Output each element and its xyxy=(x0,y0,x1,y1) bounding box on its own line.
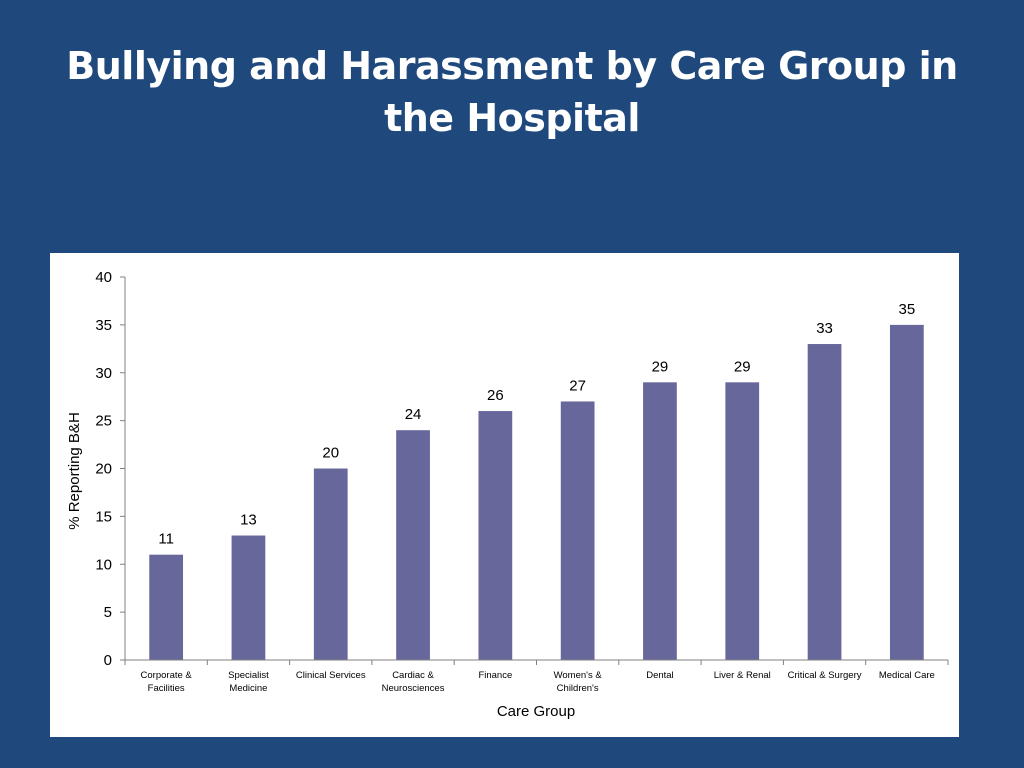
bar-value-label: 24 xyxy=(405,406,422,423)
bar xyxy=(149,554,184,660)
category-label: Specialist Medicine xyxy=(228,670,269,694)
bar-value-label: 29 xyxy=(734,358,751,375)
y-tick-label: 20 xyxy=(95,461,112,478)
bar xyxy=(231,535,266,660)
bar xyxy=(807,344,842,660)
y-tick-label: 15 xyxy=(95,508,112,525)
y-tick-label: 35 xyxy=(95,317,112,334)
category-label: Finance xyxy=(478,670,512,681)
chart-panel: 0 5 10 15 20 25 30 35 40 11 13 20 24 26 27 29 29 33 35 Co… xyxy=(50,253,959,737)
bar xyxy=(725,382,760,660)
bar xyxy=(643,382,677,660)
bar-value-label: 13 xyxy=(240,512,257,529)
bar-value-label: 29 xyxy=(652,358,669,375)
bar-value-label: 35 xyxy=(899,301,916,318)
y-tick-label: 25 xyxy=(95,413,112,430)
bar-value-label: 33 xyxy=(816,320,833,337)
bar-chart: 0 5 10 15 20 25 30 35 40 11 13 20 24 26 27 29 29 33 35 Co… xyxy=(66,269,949,720)
y-tick-label: 0 xyxy=(104,652,112,669)
category-label: Women's & Children's xyxy=(554,670,603,694)
bar xyxy=(889,324,924,660)
y-tick-label: 10 xyxy=(95,556,112,573)
bar xyxy=(313,468,348,660)
category-label: Clinical Services xyxy=(296,670,366,681)
category-label: Critical & Surgery xyxy=(788,670,862,681)
bar xyxy=(478,411,513,660)
bar-value-label: 26 xyxy=(487,387,504,404)
data-labels: 11 13 20 24 26 27 29 29 33 35 xyxy=(158,301,915,548)
slide-title: Bullying and Harassment by Care Group in… xyxy=(66,44,958,140)
y-axis-title: % Reporting B&H xyxy=(66,412,83,530)
category-label: Liver & Renal xyxy=(714,670,771,681)
category-label: Dental xyxy=(646,670,673,681)
y-tick-label: 40 xyxy=(95,269,112,286)
y-axis-ticks: 0 5 10 15 20 25 30 35 40 xyxy=(95,269,125,669)
y-tick-label: 30 xyxy=(95,365,112,382)
bar xyxy=(396,430,430,660)
category-label: Medical Care xyxy=(879,670,935,681)
x-axis-title: Care Group xyxy=(497,703,575,720)
bar-value-label: 20 xyxy=(322,445,339,462)
x-axis-categories: Corporate & Facilities Specialist Medicine C… xyxy=(124,660,949,694)
bar-value-label: 11 xyxy=(158,531,174,548)
bar xyxy=(560,401,595,660)
category-label: Corporate & Facilities xyxy=(141,670,193,694)
bars xyxy=(149,324,924,660)
category-label: Cardiac & Neurosciences xyxy=(382,670,445,694)
y-tick-label: 5 xyxy=(104,604,112,621)
bar-value-label: 27 xyxy=(569,377,586,394)
